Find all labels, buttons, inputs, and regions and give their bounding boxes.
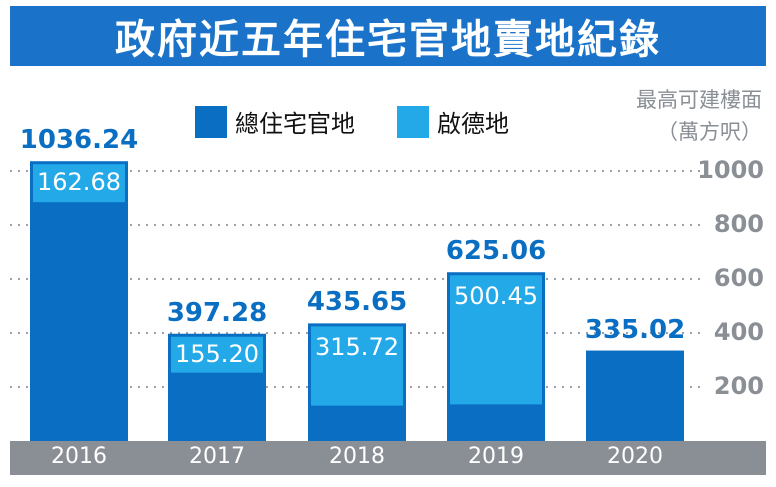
bar-total-2020 (586, 350, 684, 441)
y-tick-label: 600 (713, 264, 764, 292)
data-label-kai-tak-2019: 500.45 (454, 282, 538, 311)
x-tick-label-2016: 2016 (51, 444, 107, 469)
data-label-kai-tak-2018: 315.72 (315, 333, 399, 362)
bar-kai-tak-2016 (33, 164, 125, 203)
data-label-kai-tak-2016: 162.68 (37, 168, 121, 197)
x-tick-label-2019: 2019 (468, 444, 524, 469)
y-tick-label: 200 (713, 372, 764, 400)
data-label-total-2019: 625.06 (445, 236, 547, 267)
data-label-total-2020: 335.02 (584, 314, 686, 345)
x-tick-label-2018: 2018 (329, 444, 385, 469)
legend-swatch-kai-tak (397, 105, 429, 138)
data-label-kai-tak-2017: 155.20 (175, 339, 259, 368)
legend-label-kai-tak: 啟德地 (437, 110, 509, 138)
legend: 總住宅官地 啟德地 (195, 104, 551, 139)
data-label-total-2017: 397.28 (166, 297, 268, 328)
bar-total-2016 (30, 161, 128, 441)
chart-title: 政府近五年住宅官地賣地紀錄 (10, 6, 766, 66)
bar-kai-tak-2019 (450, 275, 542, 405)
bar-kai-tak-2018 (311, 326, 403, 406)
legend-item-kai-tak: 啟德地 (397, 104, 509, 139)
y-tick-label: 1000 (697, 156, 764, 184)
bar-kai-tak-2017 (171, 336, 263, 373)
x-tick-label-2020: 2020 (607, 444, 663, 469)
y-axis-unit-line1: 最高可建樓面 (636, 88, 762, 112)
y-axis-unit-label: 最高可建樓面 （萬方呎） (636, 84, 762, 148)
x-axis-bar (10, 441, 766, 475)
x-tick-label-2017: 2017 (189, 444, 245, 469)
data-label-total-2018: 435.65 (306, 287, 408, 318)
legend-swatch-total (195, 105, 227, 138)
data-label-total-2016: 1036.24 (19, 125, 139, 156)
legend-label-total: 總住宅官地 (235, 110, 355, 138)
y-tick-label: 400 (713, 318, 764, 346)
legend-item-total: 總住宅官地 (195, 104, 355, 139)
y-axis-unit-line2: （萬方呎） (657, 120, 762, 144)
y-tick-label: 800 (713, 210, 764, 238)
